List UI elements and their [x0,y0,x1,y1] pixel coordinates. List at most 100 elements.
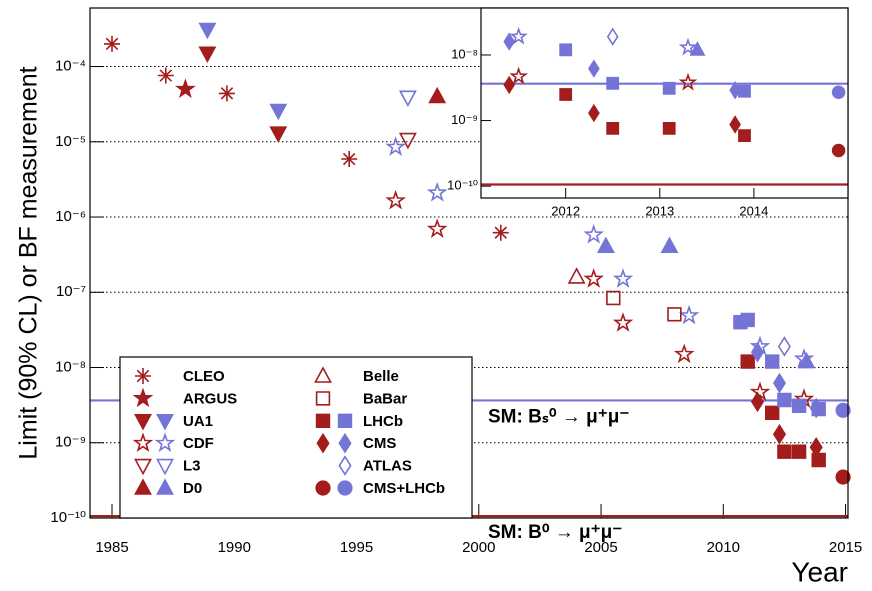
legend-marker [135,368,151,384]
marker [612,268,634,288]
marker [791,444,807,459]
legend-label: Belle [363,368,399,385]
legend-marker [134,478,152,495]
marker [835,469,851,485]
inset-x-tick-label: 2013 [645,203,674,218]
marker [588,59,600,78]
marker [567,267,586,284]
x-tick-label: 2000 [462,539,495,556]
marker [750,341,765,363]
marker [606,27,619,46]
marker [667,307,682,322]
marker [385,189,406,210]
marker [492,224,509,241]
legend-label: LHCb [363,413,403,430]
legend-marker [156,458,174,476]
y-tick-label: 10⁻⁴ [55,58,86,75]
marker [772,423,787,445]
marker [678,37,698,56]
x-tick-label: 2005 [584,539,617,556]
marker [559,43,573,57]
legend-marker [316,432,330,454]
marker [596,236,615,253]
legend-marker [156,413,174,431]
marker [559,88,573,101]
x-tick-label: 1995 [340,539,373,556]
marker [662,81,676,95]
marker [740,312,755,328]
marker [673,343,695,364]
marker [660,236,679,253]
marker [777,392,792,408]
x-tick-label: 2015 [829,539,862,556]
marker [791,398,807,414]
marker [157,67,174,84]
marker [662,122,676,135]
marker [606,290,621,306]
legend-marker [338,432,352,454]
legend-label: BaBar [363,390,407,407]
marker [428,86,447,104]
marker [809,437,823,458]
y-tick-label: 10⁻⁷ [56,283,86,300]
marker [583,268,604,288]
legend-marker [132,432,154,452]
legend-marker [154,432,176,452]
legend-box [119,356,473,519]
legend-label: UA1 [183,413,213,430]
x-tick-label: 1985 [95,539,128,556]
marker [811,452,826,468]
marker [678,72,698,91]
marker [385,136,406,156]
legend-label: CMS+LHCb [363,480,445,497]
marker [509,26,528,45]
marker [740,354,755,369]
y-tick-label: 10⁻⁹ [55,434,86,451]
marker [426,218,448,238]
legend-marker [337,413,353,429]
marker [426,181,448,202]
marker [809,397,823,419]
legend-label: L3 [183,458,201,475]
legend-marker [314,366,332,383]
legend-marker [156,478,174,495]
marker [606,122,620,135]
marker [777,444,792,459]
marker [341,151,358,167]
y-tick-label: 10⁻⁵ [55,133,86,150]
marker [398,90,417,107]
inset-y-tick-label: 10⁻⁸ [451,46,478,61]
marker [198,22,217,40]
inset-frame [480,7,849,199]
marker [606,76,620,90]
x-axis-title: Year [791,556,848,587]
marker [104,35,120,52]
legend-marker [132,387,154,408]
x-tick-label: 2010 [707,539,740,556]
legend-label: ATLAS [363,458,412,475]
inset-x-tick-label: 2014 [739,203,768,218]
marker [583,223,604,244]
y-axis-title: Limit (90% CL) or BF measurement [15,66,43,459]
marker [509,66,528,85]
marker [503,32,516,51]
inset-background [481,8,848,198]
marker [689,41,706,56]
legend-marker [338,455,352,476]
legend-marker [315,413,331,429]
marker [772,372,787,394]
marker [764,405,780,421]
legend-marker [315,480,331,496]
marker [729,115,741,134]
legend-label: CLEO [183,368,225,385]
marker [503,75,516,95]
marker [398,132,417,150]
marker [269,103,288,121]
legend-marker [315,391,331,406]
marker [797,351,816,369]
marker [831,85,846,100]
marker [588,103,600,123]
marker [831,143,846,158]
marker [738,84,751,98]
